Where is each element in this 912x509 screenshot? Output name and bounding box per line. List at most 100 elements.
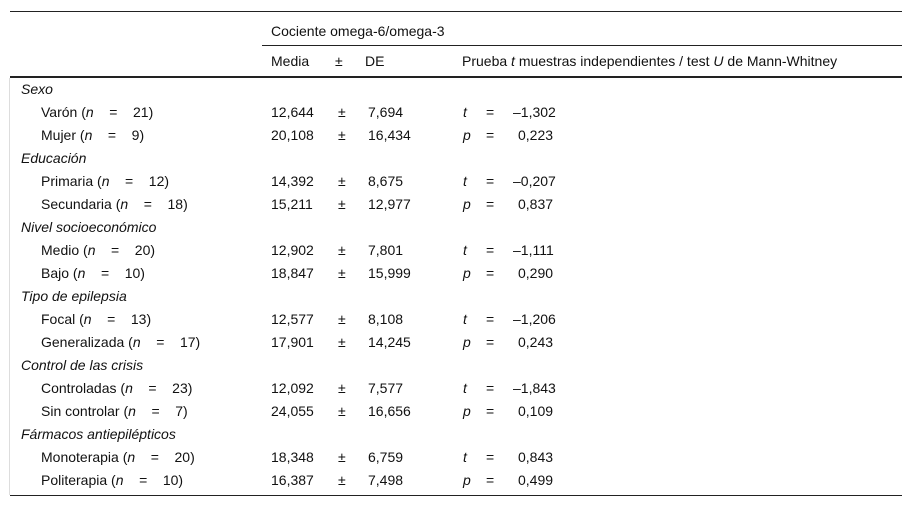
sd-value: 8,108 bbox=[368, 311, 404, 327]
stat-value: 0,243 bbox=[518, 334, 554, 350]
left-border bbox=[9, 78, 10, 495]
mean-value: 18,348 bbox=[271, 449, 314, 465]
equals-sign: = bbox=[486, 472, 495, 488]
pm-sign: ± bbox=[338, 196, 346, 212]
equals-sign: = bbox=[486, 127, 495, 143]
row-label: Controladas (n = 23) bbox=[41, 380, 193, 396]
sd-value: 6,759 bbox=[368, 449, 404, 465]
table-row: Bajo (n = 10) 18,847 ± 15,999 p = 0,290 bbox=[0, 262, 912, 285]
stat-value: –0,207 bbox=[513, 173, 556, 189]
equals-sign: = bbox=[486, 173, 495, 189]
row-label: Generalizada (n = 17) bbox=[41, 334, 201, 350]
mean-value: 12,644 bbox=[271, 104, 314, 120]
stat-symbol: p bbox=[463, 127, 471, 143]
equals-sign: = bbox=[486, 403, 495, 419]
stat-symbol: p bbox=[463, 334, 471, 350]
row-label: Politerapia (n = 10) bbox=[41, 472, 184, 488]
sd-value: 12,977 bbox=[368, 196, 411, 212]
row-label: Sin controlar (n = 7) bbox=[41, 403, 188, 419]
row-label: Primaria (n = 12) bbox=[41, 173, 170, 189]
stat-value: –1,843 bbox=[513, 380, 556, 396]
group-row: Control de las crisis bbox=[0, 354, 912, 377]
stat-value: 0,837 bbox=[518, 196, 554, 212]
table-row: Secundaria (n = 18) 15,211 ± 12,977 p = … bbox=[0, 193, 912, 216]
stat-value: 0,290 bbox=[518, 265, 554, 281]
row-label: Monoterapia (n = 20) bbox=[41, 449, 195, 465]
stat-symbol: p bbox=[463, 196, 471, 212]
stat-value: –1,302 bbox=[513, 104, 556, 120]
mean-value: 24,055 bbox=[271, 403, 314, 419]
table-row: Monoterapia (n = 20) 18,348 ± 6,759 t = … bbox=[0, 446, 912, 469]
header-rule bbox=[10, 76, 902, 78]
stat-value: –1,111 bbox=[513, 242, 554, 258]
group-row: Educación bbox=[0, 147, 912, 170]
group-label: Nivel socioeconómico bbox=[21, 219, 157, 235]
table-row: Generalizada (n = 17) 17,901 ± 14,245 p … bbox=[0, 331, 912, 354]
stat-symbol: t bbox=[463, 104, 467, 120]
group-label: Fármacos antiepilépticos bbox=[21, 426, 176, 442]
stat-value: 0,843 bbox=[518, 449, 554, 465]
equals-sign: = bbox=[486, 104, 495, 120]
group-row: Nivel socioeconómico bbox=[0, 216, 912, 239]
mean-value: 16,387 bbox=[271, 472, 314, 488]
table-row: Focal (n = 13) 12,577 ± 8,108 t = –1,206 bbox=[0, 308, 912, 331]
pm-sign: ± bbox=[338, 173, 346, 189]
header-media: Media bbox=[271, 53, 310, 69]
equals-sign: = bbox=[486, 242, 495, 258]
pm-sign: ± bbox=[338, 403, 346, 419]
stat-symbol: t bbox=[463, 449, 467, 465]
sd-value: 7,801 bbox=[368, 242, 404, 258]
table-row: Sin controlar (n = 7) 24,055 ± 16,656 p … bbox=[0, 400, 912, 423]
stat-value: 0,223 bbox=[518, 127, 554, 143]
row-label: Secundaria (n = 18) bbox=[41, 196, 188, 212]
pm-sign: ± bbox=[338, 127, 346, 143]
row-label: Bajo (n = 10) bbox=[41, 265, 145, 281]
group-label: Tipo de epilepsia bbox=[21, 288, 127, 304]
top-rule bbox=[10, 11, 902, 12]
stat-value: 0,499 bbox=[518, 472, 554, 488]
group-row: Tipo de epilepsia bbox=[0, 285, 912, 308]
equals-sign: = bbox=[486, 196, 495, 212]
sd-value: 8,675 bbox=[368, 173, 404, 189]
group-header-rule bbox=[262, 45, 902, 46]
stat-symbol: p bbox=[463, 403, 471, 419]
table-row: Politerapia (n = 10) 16,387 ± 7,498 p = … bbox=[0, 469, 912, 492]
equals-sign: = bbox=[486, 265, 495, 281]
table-row: Varón (n = 21) 12,644 ± 7,694 t = –1,302 bbox=[0, 101, 912, 124]
group-label: Educación bbox=[21, 150, 87, 166]
sd-value: 7,694 bbox=[368, 104, 404, 120]
pm-sign: ± bbox=[338, 380, 346, 396]
mean-value: 17,901 bbox=[271, 334, 314, 350]
pm-sign: ± bbox=[338, 334, 346, 350]
mean-value: 12,577 bbox=[271, 311, 314, 327]
header-de: DE bbox=[365, 53, 385, 69]
row-label: Mujer (n = 9) bbox=[41, 127, 145, 143]
stat-symbol: t bbox=[463, 242, 467, 258]
header-pm: ± bbox=[335, 53, 343, 69]
row-label: Medio (n = 20) bbox=[41, 242, 156, 258]
mean-value: 15,211 bbox=[271, 196, 313, 212]
pm-sign: ± bbox=[338, 104, 346, 120]
stat-symbol: t bbox=[463, 311, 467, 327]
group-row: Sexo bbox=[0, 78, 912, 101]
equals-sign: = bbox=[486, 334, 495, 350]
stat-symbol: p bbox=[463, 265, 471, 281]
sd-value: 16,656 bbox=[368, 403, 411, 419]
pm-sign: ± bbox=[338, 242, 346, 258]
mean-value: 12,902 bbox=[271, 242, 314, 258]
sd-value: 7,577 bbox=[368, 380, 404, 396]
sd-value: 7,498 bbox=[368, 472, 404, 488]
stat-symbol: t bbox=[463, 380, 467, 396]
stat-value: –1,206 bbox=[513, 311, 556, 327]
pm-sign: ± bbox=[338, 472, 346, 488]
sd-value: 14,245 bbox=[368, 334, 411, 350]
sd-value: 16,434 bbox=[368, 127, 411, 143]
mean-value: 20,108 bbox=[271, 127, 314, 143]
stat-symbol: t bbox=[463, 173, 467, 189]
table-row: Primaria (n = 12) 14,392 ± 8,675 t = –0,… bbox=[0, 170, 912, 193]
mean-value: 14,392 bbox=[271, 173, 314, 189]
equals-sign: = bbox=[486, 449, 495, 465]
mean-value: 12,092 bbox=[271, 380, 314, 396]
row-label: Focal (n = 13) bbox=[41, 311, 152, 327]
pm-sign: ± bbox=[338, 311, 346, 327]
